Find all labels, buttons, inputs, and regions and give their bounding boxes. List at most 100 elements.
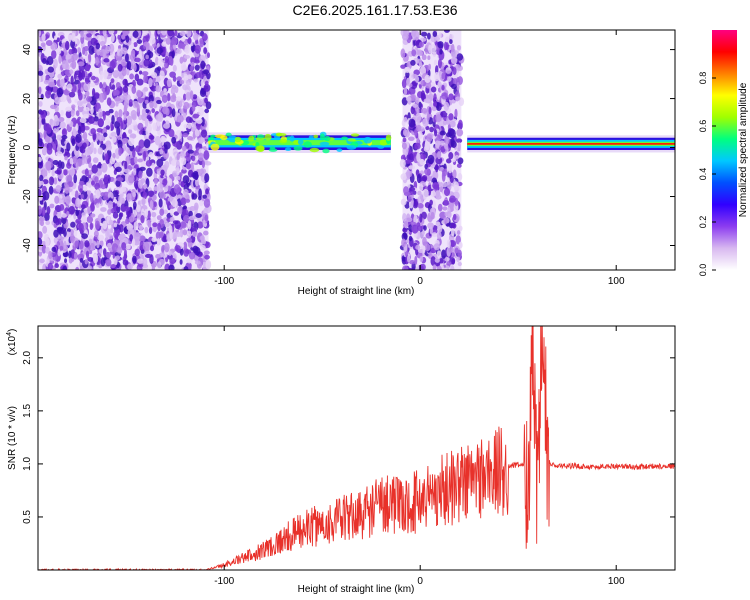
noise-speck (434, 258, 440, 263)
noise-speck (45, 124, 52, 134)
noise-speck (443, 187, 451, 197)
colorbar-tick-label: 0.0 (698, 264, 708, 277)
noise-speck (178, 153, 186, 158)
noise-speck (55, 217, 60, 226)
noise-speck (406, 77, 411, 87)
noise-speck (437, 224, 443, 233)
band-speck (324, 136, 331, 142)
noise-speck (75, 266, 80, 270)
noise-speck (153, 178, 158, 185)
noise-speck (426, 113, 430, 122)
band-speck (377, 145, 385, 149)
chart-title: C2E6.2025.161.17.53.E36 (292, 2, 458, 18)
noise-speck (168, 264, 175, 270)
noise-speck (172, 64, 177, 72)
noise-speck (39, 258, 45, 264)
noise-speck (103, 58, 110, 63)
noise-speck (414, 255, 418, 266)
noise-speck (110, 227, 114, 234)
noise-speck (129, 53, 136, 61)
noise-speck (448, 93, 454, 101)
noise-speck (136, 78, 144, 86)
noise-speck (156, 158, 164, 168)
noise-speck (82, 113, 89, 119)
noise-speck (54, 195, 60, 204)
band-speck (284, 147, 292, 152)
noise-speck (435, 221, 441, 227)
noise-speck (436, 231, 442, 240)
noise-speck (151, 263, 155, 270)
noise-speck (197, 137, 204, 144)
noise-speck (457, 142, 461, 152)
noise-speck (56, 37, 60, 43)
noise-speck (171, 84, 177, 90)
band-speck (336, 148, 343, 152)
band-speck (385, 134, 392, 141)
noise-speck (173, 184, 181, 194)
noise-speck (121, 242, 127, 251)
noise-speck (122, 85, 129, 93)
noise-speck (419, 183, 424, 192)
noise-speck (41, 240, 46, 246)
noise-speck (51, 169, 55, 177)
noise-speck (196, 118, 203, 124)
noise-speck (458, 119, 463, 130)
noise-speck (148, 59, 153, 67)
noise-speck (140, 215, 145, 224)
noise-speck (42, 72, 46, 82)
noise-speck (68, 48, 73, 55)
noise-speck (86, 190, 92, 196)
noise-speck (451, 258, 456, 265)
noise-speck (75, 197, 81, 208)
noise-speck (115, 179, 121, 187)
noise-speck (56, 47, 62, 55)
noise-speck (156, 261, 162, 269)
noise-speck (452, 169, 457, 179)
noise-speck (175, 140, 183, 150)
noise-speck (125, 35, 130, 43)
noise-speck (75, 133, 82, 144)
snr-x-tick-label: 100 (608, 576, 625, 587)
noise-speck (143, 151, 147, 161)
noise-speck (117, 34, 121, 40)
noise-speck (442, 200, 450, 206)
noise-speck (168, 224, 173, 234)
noise-speck (38, 188, 42, 197)
noise-speck (161, 94, 168, 103)
noise-speck (49, 203, 55, 209)
noise-speck (156, 42, 160, 49)
noise-speck (405, 71, 410, 79)
noise-speck (107, 242, 112, 249)
noise-speck (92, 253, 99, 264)
noise-speck (78, 240, 84, 250)
noise-speck (195, 213, 202, 219)
noise-speck (83, 185, 88, 192)
noise-speck (418, 131, 423, 139)
noise-speck (73, 252, 78, 260)
noise-speck (191, 104, 196, 112)
noise-speck (200, 60, 206, 70)
noise-speck (138, 70, 143, 75)
noise-speck (133, 63, 137, 72)
spectrogram-axes: -100 0 100 -40 -20 0 20 40 (22, 30, 675, 287)
noise-speck (191, 231, 199, 238)
noise-speck (163, 88, 167, 93)
noise-speck (437, 41, 444, 49)
noise-speck (406, 255, 411, 263)
noise-speck (94, 56, 99, 66)
noise-speck (188, 215, 196, 221)
noise-speck (163, 123, 170, 129)
snr-x-tick-label: 0 (417, 576, 423, 587)
noise-speck (80, 124, 86, 134)
noise-speck (128, 137, 135, 147)
noise-speck (83, 81, 91, 92)
noise-speck (155, 114, 162, 122)
noise-speck (415, 96, 420, 104)
noise-speck (100, 71, 104, 76)
noise-speck (157, 30, 161, 35)
noise-speck (405, 159, 412, 164)
noise-speck (431, 170, 439, 181)
noise-speck (194, 172, 199, 181)
noise-speck (89, 203, 95, 212)
noise-speck (127, 115, 133, 126)
